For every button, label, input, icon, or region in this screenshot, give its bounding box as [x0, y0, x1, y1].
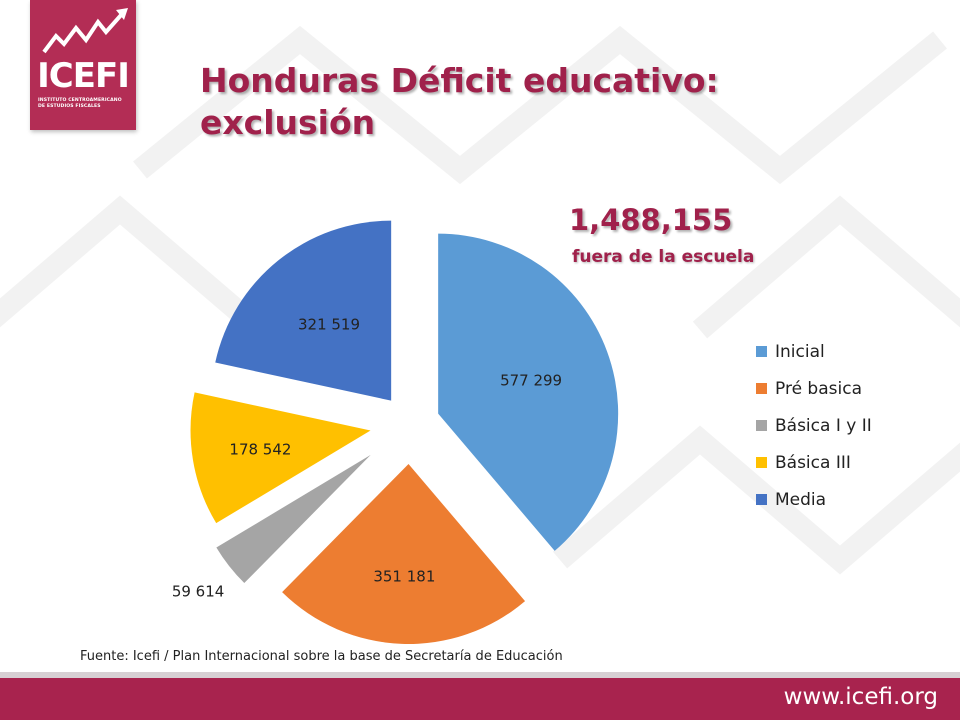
pie-slice-basica-i-y-ii [216, 454, 371, 584]
legend-swatch [756, 457, 767, 468]
footer-divider [0, 672, 960, 678]
icefi-logo[interactable]: ICEFI INSTITUTO CENTROAMERICANO DE ESTUD… [30, 0, 136, 130]
legend-swatch [756, 420, 767, 431]
pie-slice-media [215, 220, 392, 401]
footer-bar [0, 678, 960, 720]
source-note: Fuente: Icefi / Plan Internacional sobre… [80, 649, 563, 664]
legend-swatch [756, 494, 767, 505]
legend-label: Pré basica [775, 378, 862, 399]
legend-item-basica-iii: Básica III [756, 444, 872, 481]
trend-line-icon [42, 8, 128, 54]
legend-label: Media [775, 489, 827, 510]
total-caption: fuera de la escuela [572, 247, 755, 267]
pie-slice-inicial [438, 233, 619, 551]
total-value: 1,488,155 [569, 203, 733, 237]
legend-swatch [756, 383, 767, 394]
chart-legend: Inicial Pré basica Básica I y II Básica III… [756, 333, 872, 518]
data-label-media: 321 519 [298, 316, 360, 334]
data-label-inicial: 577 299 [500, 372, 562, 390]
website-link[interactable]: www.icefi.org [783, 684, 938, 710]
pie-slice-basica-iii [190, 392, 371, 524]
pie-slice-pre-basica [282, 463, 526, 644]
legend-label: Inicial [775, 341, 825, 362]
legend-item-inicial: Inicial [756, 333, 872, 370]
legend-item-pre-basica: Pré basica [756, 370, 872, 407]
logo-wordmark: ICEFI [37, 56, 130, 96]
data-label-basica-i-y-ii: 59 614 [172, 583, 225, 601]
data-label-basica-iii: 178 542 [229, 441, 291, 459]
legend-swatch [756, 346, 767, 357]
legend-item-basica-i-y-ii: Básica I y II [756, 407, 872, 444]
data-label-pre-basica: 351 181 [373, 567, 435, 585]
page-title: Honduras Déficit educativo: exclusión [200, 61, 719, 142]
legend-label: Básica III [775, 452, 851, 473]
legend-item-media: Media [756, 481, 872, 518]
legend-label: Básica I y II [775, 415, 872, 436]
logo-subtitle: INSTITUTO CENTROAMERICANO DE ESTUDIOS FI… [38, 98, 122, 109]
